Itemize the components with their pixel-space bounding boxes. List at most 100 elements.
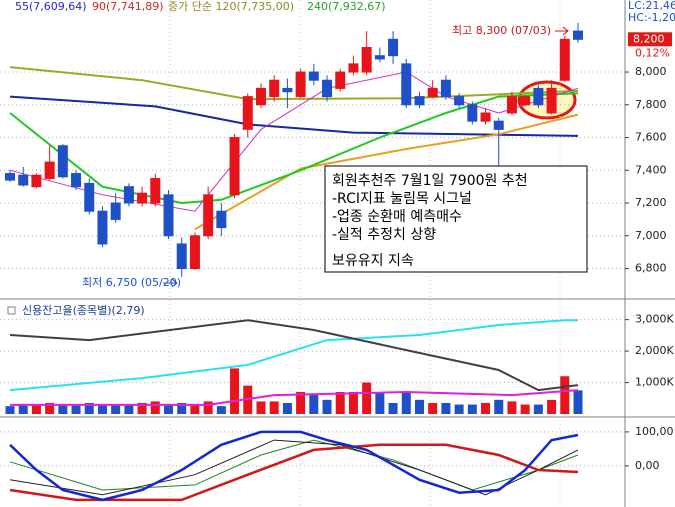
y-tick-label: 0,00 — [635, 459, 660, 472]
indicator-text: LC:21,46 — [628, 0, 675, 12]
candle-body — [427, 87, 438, 98]
volume-bar — [150, 401, 160, 414]
y-tick-label: 100,00 — [635, 425, 674, 438]
candle-body — [84, 182, 95, 212]
volume-bar — [58, 404, 68, 414]
volume-bar — [177, 402, 187, 414]
volume-bar — [190, 404, 200, 414]
candle-body — [57, 145, 68, 178]
y-tick-label: 6,800 — [635, 262, 667, 275]
volume-bar — [216, 406, 226, 414]
volume-bar — [388, 402, 398, 414]
candle-body — [110, 202, 121, 220]
y-tick-label: 1,000K — [635, 376, 674, 389]
note-line: 보유유지 지속 — [332, 253, 414, 269]
volume-bar — [348, 391, 358, 414]
volume-bar — [362, 382, 372, 414]
volume-bar — [414, 399, 424, 414]
volume-bar — [45, 402, 55, 414]
note-line: -실적 추정치 상향 — [332, 227, 436, 243]
volume-bar — [137, 402, 147, 414]
volume-bar — [507, 401, 517, 414]
volume-bar — [428, 402, 438, 414]
annotation-arrow — [163, 278, 178, 288]
candle-body — [335, 71, 346, 89]
note-line: -RCI지표 눌림목 시그널 — [332, 191, 472, 207]
candle-body — [18, 174, 29, 186]
legend-text: 240(7,932,67) — [307, 0, 386, 13]
note-line: -업종 순환매 예측매수 — [332, 209, 462, 225]
candle-body — [5, 173, 15, 181]
volume-bar — [256, 401, 266, 414]
volume-bar — [282, 402, 292, 414]
volume-bar — [441, 402, 451, 414]
candle-body — [348, 63, 359, 73]
volume-bar — [309, 393, 319, 414]
candle-body — [229, 137, 240, 196]
volume-bar — [467, 404, 477, 414]
candle-body — [322, 79, 333, 98]
candle-body — [150, 177, 161, 204]
note-line: 회원추천주 7월1일 7900원 추천 — [332, 173, 528, 189]
annotation: 최고 8,300 (07/03) — [452, 24, 551, 37]
candle-body — [388, 38, 399, 57]
y-tick-label: 7,400 — [635, 163, 667, 176]
volume-bar — [18, 404, 28, 414]
volume-bar — [375, 391, 385, 414]
change-label: 0,12% — [635, 46, 670, 59]
line-series — [9, 430, 579, 502]
volume-bar — [322, 399, 332, 414]
note-box — [324, 165, 588, 273]
candle-body — [414, 96, 425, 106]
legend-text: 90(7,741,89) — [92, 0, 164, 13]
volume-bar — [124, 404, 134, 414]
volume-bar — [164, 404, 174, 414]
line-series — [9, 319, 578, 392]
volume-bar — [533, 404, 543, 414]
volume-bar — [573, 390, 583, 414]
title-box — [7, 306, 16, 315]
candle-body — [242, 96, 253, 130]
candle-body — [308, 71, 319, 81]
volume-bar — [203, 401, 213, 414]
y-tick-label: 3,000K — [635, 313, 674, 326]
volume-bar — [520, 404, 530, 414]
legend-text: 55(7,609,64) — [15, 0, 87, 13]
line-series — [194, 113, 579, 231]
indicator-text: HC:-1,20 — [628, 11, 675, 24]
volume-bar — [401, 391, 411, 414]
candle-body — [137, 192, 148, 204]
candle-body — [533, 87, 544, 106]
candle-body — [163, 194, 174, 237]
volume-bar — [31, 404, 41, 414]
volume-bar — [5, 406, 15, 414]
candle-body — [374, 55, 385, 60]
candle-body — [71, 173, 82, 188]
y-tick-label: 7,800 — [635, 98, 667, 111]
volume-bar — [296, 391, 306, 414]
candle-body — [361, 46, 372, 73]
candle-body — [506, 96, 517, 114]
price-tag-label: 8,200 — [633, 32, 665, 45]
candle-body — [573, 30, 583, 40]
candle-body — [493, 120, 504, 130]
y-tick-label: 8,000 — [635, 65, 667, 78]
line-series — [9, 319, 579, 392]
y-tick-label: 7,200 — [635, 196, 667, 209]
candle-body — [203, 194, 214, 237]
y-tick-label: 7,000 — [635, 229, 667, 242]
line-series — [9, 443, 579, 502]
volume-bar — [269, 401, 279, 414]
volume-bar — [84, 402, 94, 414]
y-tick-label: 2,000K — [635, 344, 674, 357]
candle-body — [480, 112, 491, 122]
line-series — [9, 439, 579, 496]
volume-bar — [97, 404, 107, 414]
volume-bar — [111, 404, 121, 414]
candle-body — [520, 96, 531, 106]
candle-body — [269, 79, 280, 98]
candle-body — [559, 38, 570, 81]
volume-bar — [71, 404, 81, 414]
candle-body — [255, 87, 266, 106]
